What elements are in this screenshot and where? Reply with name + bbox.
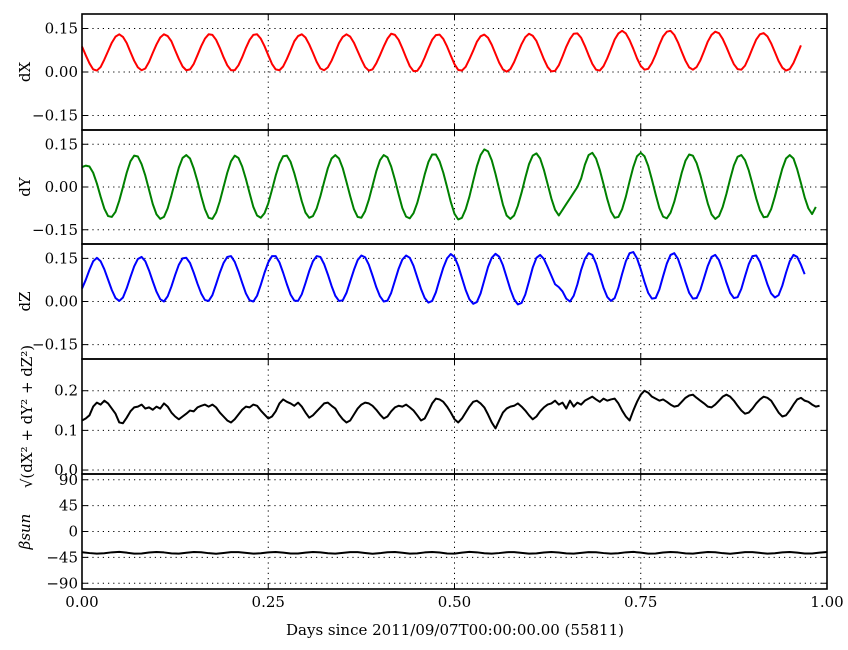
panel-4-series-line (81, 550, 828, 555)
panel-2-ytick-label-1: 0.00 (45, 293, 78, 311)
panel-1-series-line (81, 148, 817, 221)
panel-1-ylabel: dY (16, 176, 34, 197)
xtick-label-2: 0.50 (438, 593, 471, 611)
panel-0-ylabel: dX (16, 62, 34, 83)
panel-1: −0.15 0.00 0.15 dY (16, 129, 828, 245)
xtick-label-0: 0.00 (65, 593, 98, 611)
xtick-label-4: 1.00 (810, 593, 843, 611)
panels: −0.150.000.15dX−0.150.000.15dY−0.150.000… (16, 13, 844, 611)
panel-0-ytick-label-0: −0.15 (32, 107, 78, 125)
panel-4-ylabel: βsun (16, 514, 34, 551)
panel-4-ytick-label-2: 0 (68, 523, 78, 541)
panel-4-ytick-label-4: 90 (59, 471, 78, 489)
panel-0-ytick-label-2: 0.15 (45, 20, 78, 38)
panel-3-ytick-label-2: 0.2 (54, 382, 78, 400)
panel-0: −0.15 0.00 0.15 dX (16, 13, 828, 131)
panel-3-ylabel: √(dX² + dY² + dZ²) (18, 345, 36, 488)
panel-4-ytick-label-0: −90 (46, 574, 78, 592)
panel-3-ytick-label-1: 0.1 (54, 421, 78, 439)
panel-4-ytick-label-3: 45 (59, 497, 78, 515)
panel-4-ytick-label-1: −45 (46, 548, 78, 566)
panel-1-frame (81, 129, 828, 245)
panel-1-ytick-label-1: 0.00 (45, 178, 78, 196)
x-axis-title: Days since 2011/09/07T00:00:00.00 (55811… (286, 621, 624, 639)
panel-3-ytick-label-0: 0.0 (54, 461, 78, 479)
panel-3: 0.0 0.1 0.2 √(dX² + dY² + dZ²) (18, 345, 828, 488)
panel-2-ylabel: dZ (16, 291, 34, 311)
panel-1-ytick-label-2: 0.15 (45, 135, 78, 153)
x-tick-labels: 0.00 0.25 0.50 0.75 1.00 (65, 593, 843, 611)
panel-2-ytick-label-0: −0.15 (32, 336, 78, 354)
xtick-label-3: 0.75 (624, 593, 657, 611)
panel-2-ytick-label-2: 0.15 (45, 249, 78, 267)
panel-0-ytick-label-1: 0.00 (45, 63, 78, 81)
panel-0-series-line (81, 29, 802, 73)
panel-3-series-line (81, 389, 820, 430)
panel-1-ytick-label-0: −0.15 (32, 221, 78, 239)
panel-4: −90 −45 0 45 90 βsun (16, 471, 828, 592)
xtick-label-1: 0.25 (252, 593, 285, 611)
panel-2: −0.15 0.00 0.15 dZ (16, 243, 828, 360)
panel-2-series-line (81, 251, 806, 306)
